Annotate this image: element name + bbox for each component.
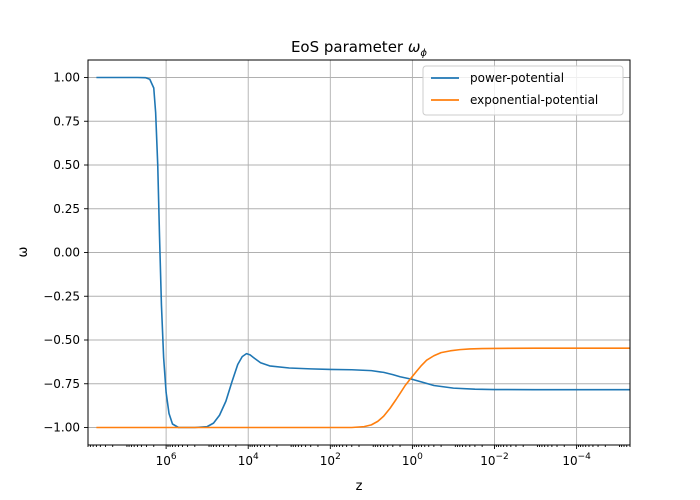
y-tick-label: 0.00 — [53, 246, 80, 260]
x-tick-label-base: 10 — [320, 454, 335, 468]
y-tick-label: −0.50 — [43, 333, 80, 347]
x-tick-label-exponent: 0 — [417, 452, 423, 462]
legend-box — [422, 65, 624, 116]
x-tick-label-exponent: 6 — [171, 452, 177, 462]
x-axis-ticks: 106 104 102 100 10−2 10−4 — [87, 445, 631, 468]
x-tick-label-base: 10 — [480, 454, 495, 468]
x-tick-label-exponent: −2 — [496, 452, 509, 462]
series-lines — [96, 76, 630, 429]
y-tick-label: 1.00 — [53, 71, 80, 85]
legend: power-potential exponential-potential — [422, 65, 624, 116]
y-tick-label: −0.25 — [43, 289, 80, 303]
title-symbol: ω — [408, 38, 421, 56]
chart-title: EoS parameter ωϕ — [291, 38, 427, 59]
legend-label-power-potential: power-potential — [470, 71, 564, 85]
x-tick-label-base: 10 — [238, 454, 253, 468]
legend-label-exponential-potential: exponential-potential — [470, 93, 598, 107]
y-tick-label: −1.00 — [43, 421, 80, 435]
x-tick-label: 106 — [156, 452, 177, 468]
series-line-power-potential — [96, 76, 630, 429]
x-tick-label: 100 — [402, 452, 423, 468]
x-tick-label-exponent: 2 — [335, 452, 341, 462]
y-axis-label: ω — [16, 247, 31, 258]
x-axis-label: z — [356, 479, 363, 494]
x-tick-label-base: 10 — [562, 454, 577, 468]
y-axis-ticks: 1.00 0.75 0.50 0.25 0.00 −0.25 −0.50 −0.75 −1.00 — [43, 71, 88, 435]
x-tick-label-exponent: 4 — [253, 452, 259, 462]
y-tick-label: 0.50 — [53, 158, 80, 172]
x-tick-label-base: 10 — [156, 454, 171, 468]
x-tick-label: 10−4 — [562, 452, 591, 468]
x-tick-label-base: 10 — [402, 454, 417, 468]
x-tick-label-exponent: −4 — [578, 452, 592, 462]
x-tick-label: 10−2 — [480, 452, 509, 468]
title-subscript: ϕ — [420, 48, 427, 59]
y-tick-label: 0.25 — [53, 202, 80, 216]
series-line-exponential-potential — [96, 347, 630, 429]
x-tick-label: 102 — [320, 452, 341, 468]
x-tick-label: 104 — [238, 452, 259, 468]
y-tick-label: 0.75 — [53, 114, 80, 128]
y-tick-label: −0.75 — [43, 377, 80, 391]
